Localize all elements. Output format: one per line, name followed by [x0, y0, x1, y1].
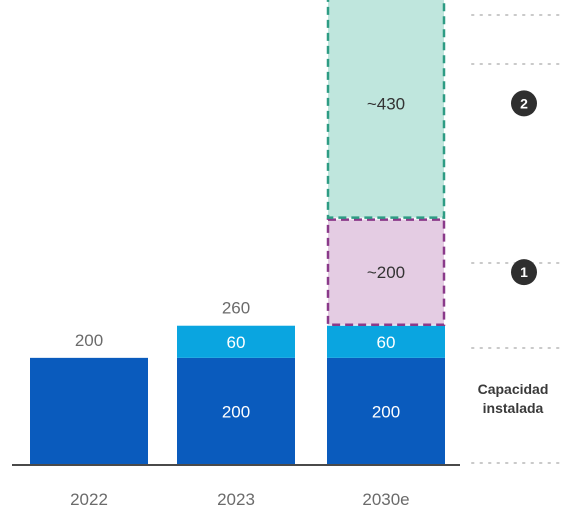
bar-segment-2030e-4	[327, 325, 445, 358]
bar-total-label: 200	[75, 331, 103, 350]
step-badge-number: 2	[520, 95, 528, 111]
bar-segment-2022-0	[30, 357, 148, 465]
x-tick-label: 2022	[70, 490, 108, 509]
x-tick-label: 2030e	[362, 490, 409, 509]
bar-segment-2030e-3	[327, 357, 445, 465]
bar-segment-2023-2	[177, 325, 295, 358]
installed-capacity-label-line2: instalada	[482, 400, 544, 416]
bar-segment-2030e-5	[326, 218, 446, 326]
segment-value-label: 200	[222, 402, 250, 421]
segment-value-label: 60	[227, 333, 246, 352]
bar-total-label: 260	[222, 299, 250, 318]
bar-segment-2023-1	[177, 357, 295, 465]
segment-value-label: ~430	[367, 94, 405, 113]
segment-value-label: 60	[377, 333, 396, 352]
installed-capacity-label-line1: Capacidad	[477, 381, 549, 397]
x-tick-label: 2023	[217, 490, 255, 509]
segment-value-label: ~200	[367, 263, 405, 282]
bar-segment-2030e-6	[326, 0, 446, 219]
segment-value-label: 200	[372, 402, 400, 421]
step-badge-2	[511, 90, 537, 117]
step-badge-1	[511, 259, 537, 286]
step-badge-number: 1	[520, 264, 528, 280]
installed-capacity-label: Capacidad instalada	[455, 380, 562, 418]
